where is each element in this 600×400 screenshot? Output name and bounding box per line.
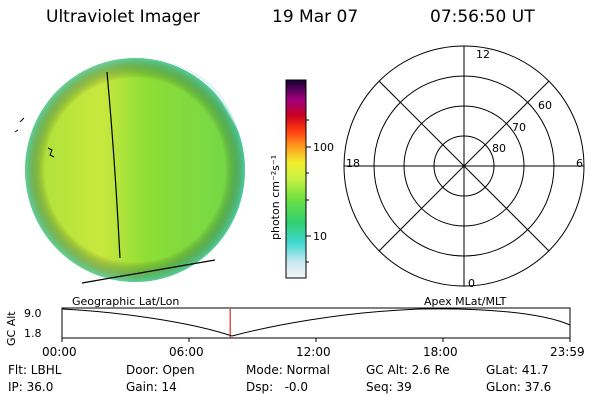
instrument-title: Ultraviolet Imager xyxy=(46,7,200,27)
seq-status: Seq: 39 xyxy=(366,380,412,394)
colorbar-unit-label: photon cm⁻²s⁻¹ xyxy=(269,154,282,240)
mlt-label-6: 6 xyxy=(576,157,583,170)
gc-alt-status: GC Alt: 2.6 Re xyxy=(366,363,450,377)
apex-label: Apex MLat/MLT xyxy=(424,295,507,308)
y-tick-1-8: 1.8 xyxy=(24,327,42,340)
colorbar-tick-100: 100 xyxy=(313,141,334,154)
uv-disk-image xyxy=(14,58,245,284)
glon-status: GLon: 37.6 xyxy=(486,380,552,394)
horizon-line xyxy=(81,259,216,284)
mode-status: Mode: Normal xyxy=(246,363,330,377)
terminator-line xyxy=(106,71,121,259)
mlt-label-18: 18 xyxy=(346,157,360,170)
polar-plot xyxy=(343,45,585,287)
lat-label-80: 80 xyxy=(492,142,506,155)
lat-label-70: 70 xyxy=(512,121,526,134)
colorbar xyxy=(285,79,311,279)
x-tick-2359: 23:59 xyxy=(550,345,585,359)
dsp-status: Dsp: -0.0 xyxy=(246,380,309,394)
x-tick-0000: 00:00 xyxy=(42,345,77,359)
x-tick-0600: 06:00 xyxy=(169,345,204,359)
geographic-label: Geographic Lat/Lon xyxy=(72,295,180,308)
glat-status: GLat: 41.7 xyxy=(486,363,549,377)
colorbar-tick-10: 10 xyxy=(313,230,327,243)
mlt-label-12: 12 xyxy=(476,48,490,61)
filter-status: Flt: LBHL xyxy=(8,363,62,377)
x-tick-1200: 12:00 xyxy=(296,345,331,359)
door-status: Door: Open xyxy=(126,363,195,377)
altitude-plot xyxy=(61,307,571,342)
gain-status: Gain: 14 xyxy=(126,380,177,394)
y-tick-9: 9.0 xyxy=(24,307,42,320)
time-label: 07:56:50 UT xyxy=(430,7,535,27)
x-tick-1800: 18:00 xyxy=(423,345,458,359)
ip-status: IP: 36.0 xyxy=(8,380,54,394)
mlt-label-0: 0 xyxy=(468,277,475,290)
date-label: 19 Mar 07 xyxy=(272,7,359,27)
gc-alt-axis-label: GC Alt xyxy=(5,311,18,346)
lat-label-60: 60 xyxy=(538,99,552,112)
